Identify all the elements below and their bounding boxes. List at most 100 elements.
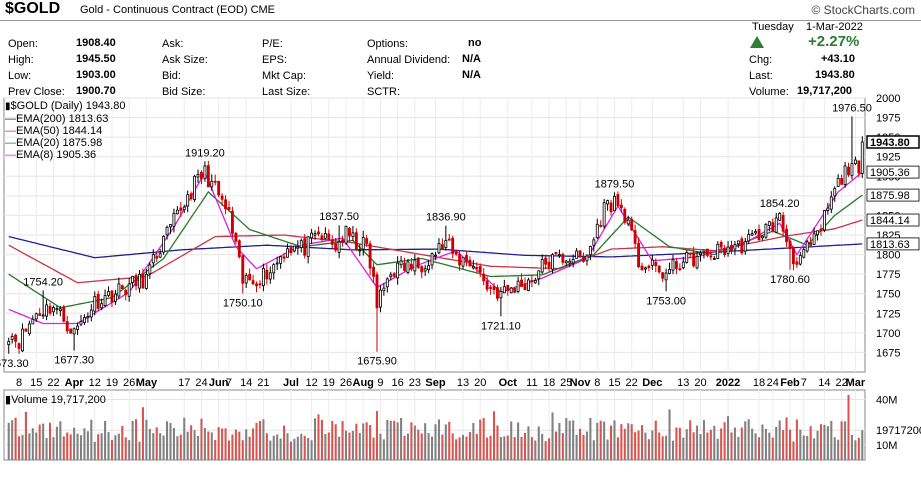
volume-bar (462, 434, 465, 460)
volume-bar (310, 440, 313, 460)
candle-body (475, 267, 479, 269)
candle-body (857, 160, 861, 174)
price-tick-label: 1975 (876, 113, 900, 125)
volume-bar (107, 432, 110, 460)
prev-close-value: 1900.70 (76, 85, 116, 97)
volume-bar (623, 428, 626, 460)
volume-bar (424, 423, 427, 460)
volume-bar (558, 423, 561, 460)
volume-bar (152, 433, 155, 460)
candle-body (310, 232, 314, 239)
volume-bar (176, 436, 179, 460)
volume-bar (665, 435, 668, 460)
volume-bar (11, 420, 14, 460)
volume-bar (709, 429, 712, 460)
legend: ▮$GOLD (Daily) 1943.80 —EMA(200) 1813.63… (5, 100, 125, 161)
volume-bar (162, 435, 165, 460)
candle-body (761, 235, 764, 239)
price-annotation: 1675.90 (357, 356, 397, 368)
chg-value: +43.10 (821, 53, 855, 65)
candle-body (275, 262, 279, 265)
candle-body (767, 221, 771, 226)
volume-bar (234, 429, 237, 460)
volume-bar (196, 435, 200, 460)
candle-body (169, 224, 172, 228)
volume-bar (606, 439, 609, 460)
volume-bar (799, 429, 802, 460)
candle-body (58, 308, 62, 312)
candle-body (650, 259, 654, 266)
ask-size-label: Ask Size: (162, 54, 208, 66)
volume-bar (276, 434, 279, 460)
volume-bar (651, 430, 654, 460)
volume-bar (850, 434, 853, 460)
candle-body (485, 280, 489, 290)
candle-body (798, 255, 802, 265)
candle-body (561, 253, 565, 263)
volume-bar (468, 432, 471, 460)
volume-value: 19,717,200 (797, 85, 853, 97)
candle-body (151, 254, 155, 264)
time-tick-label: 20 (474, 377, 486, 389)
volume-bar (857, 437, 860, 460)
time-tick-label: 23 (409, 377, 421, 389)
candle-body (358, 249, 362, 252)
volume-tick-label: 19717200 (876, 425, 921, 437)
candle-body (337, 241, 341, 253)
legend-volume: ▮Volume 19,717,200 (5, 394, 106, 406)
time-tick-label: Nov (570, 377, 592, 389)
candle-body (523, 283, 527, 290)
candle-body (203, 165, 207, 179)
candle-body (458, 254, 462, 266)
candle-body (478, 266, 482, 273)
volume-bar (348, 432, 351, 460)
candle-body (96, 293, 100, 309)
candle-body (674, 261, 678, 269)
candle-body (120, 285, 124, 290)
volume-bar (214, 440, 217, 460)
candle-body (14, 334, 18, 342)
volume-bar (320, 419, 323, 460)
volume-bar (720, 428, 723, 460)
candle-body (850, 163, 854, 176)
candle-body (795, 261, 799, 265)
time-tick-label: 14 (240, 377, 252, 389)
volume-bar (200, 418, 203, 460)
time-tick-label: 13 (457, 377, 469, 389)
volume-bar (634, 432, 637, 460)
candle-body (220, 195, 224, 200)
price-tick-label: 2000 (876, 93, 900, 105)
price-annotation: 1677.30 (54, 355, 94, 367)
candle-body (45, 304, 49, 317)
volume-bar (289, 441, 292, 460)
volume-bar (455, 439, 458, 460)
volume-bar (179, 434, 182, 460)
candle-body (860, 141, 864, 174)
volume-bar (833, 437, 836, 460)
volume-bar (393, 420, 396, 460)
volume-bar (400, 418, 403, 460)
volume-label: Volume: (749, 86, 789, 98)
volume-bar (55, 426, 58, 460)
contract-name: Gold - Continuous Contract (EOD) (80, 4, 248, 16)
candle-body (434, 254, 437, 257)
candle-body (354, 232, 358, 250)
volume-bar (802, 435, 805, 460)
candle-body (162, 235, 166, 253)
candle-body (399, 260, 403, 266)
legend-ema20: —EMA(20) 1875.98 (5, 137, 103, 149)
price-tag: 1943.80 (870, 137, 910, 149)
volume-bar (59, 421, 62, 460)
candle-body (750, 233, 754, 236)
price-tick-label: 1675 (876, 347, 900, 359)
volume-bar (451, 433, 454, 460)
candle-body (705, 248, 709, 256)
candle-body (564, 260, 568, 264)
volume-bar (386, 419, 389, 460)
candle-body (588, 246, 592, 256)
candle-body (816, 230, 819, 236)
candle-body (740, 238, 744, 254)
volume-bar (406, 433, 409, 460)
volume-bar (224, 428, 227, 460)
time-tick-label: 13 (677, 377, 689, 389)
